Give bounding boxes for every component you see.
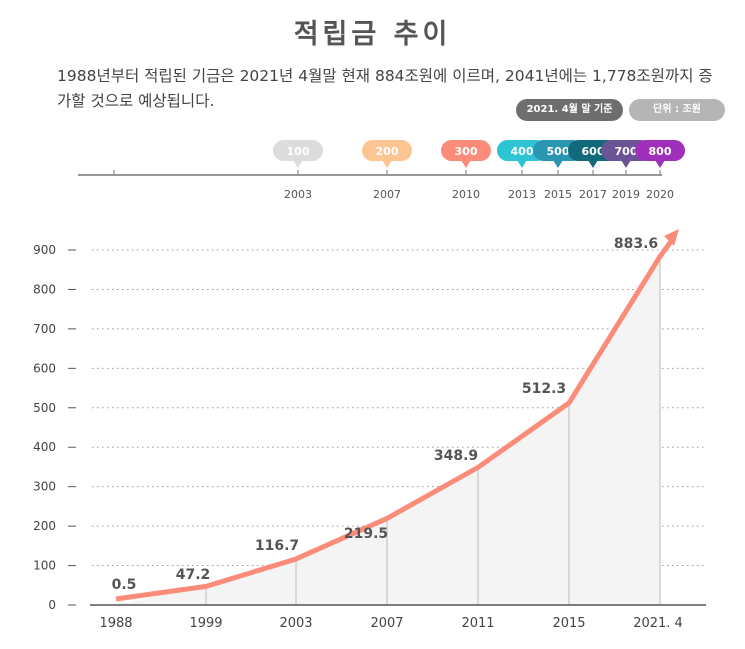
timeline-year: 2003 xyxy=(284,188,312,201)
timeline-year: 2013 xyxy=(508,188,536,201)
x-tick-label: 2021. 4 xyxy=(633,616,683,631)
milestone-marker: 300 xyxy=(441,140,491,168)
data-label: 116.7 xyxy=(255,538,299,554)
basis-badge: 2021. 4월 말 기준 xyxy=(516,99,623,121)
arrow-head xyxy=(664,229,679,246)
y-tick-label: 900 xyxy=(33,243,56,257)
milestone-value: 500 xyxy=(547,145,570,158)
milestone-value: 300 xyxy=(455,145,478,158)
milestone-pointer xyxy=(621,160,631,168)
data-label: 47.2 xyxy=(176,567,211,583)
milestone-pointer xyxy=(588,160,598,168)
milestone-value: 400 xyxy=(511,145,534,158)
y-tick-label: 600 xyxy=(33,361,56,375)
milestone-value: 600 xyxy=(582,145,605,158)
y-tick-label: 0 xyxy=(48,598,56,612)
milestone-pointer xyxy=(655,160,665,168)
x-tick-label: 2011 xyxy=(461,616,494,631)
milestone-bubble xyxy=(441,140,491,161)
x-tick-label: 1988 xyxy=(99,616,132,631)
data-label: 512.3 xyxy=(522,381,566,397)
area-fill xyxy=(116,256,660,605)
timeline-year: 2007 xyxy=(373,188,401,201)
milestone-value: 800 xyxy=(649,145,672,158)
y-tick-label: 400 xyxy=(33,440,56,454)
x-tick-label: 2015 xyxy=(552,616,585,631)
timeline-year: 2010 xyxy=(452,188,480,201)
data-label: 883.6 xyxy=(614,236,658,252)
milestone-pointer xyxy=(517,160,527,168)
milestone-timeline: 2003 100 2007 200 2010 300 2013 400 2015 500 2017 6… xyxy=(78,140,685,201)
milestone-marker: 800 xyxy=(635,140,685,168)
milestone-marker: 200 xyxy=(362,140,412,168)
milestone-marker: 100 xyxy=(273,140,323,168)
milestone-pointer xyxy=(382,160,392,168)
milestone-bubble xyxy=(273,140,323,161)
data-label: 0.5 xyxy=(112,577,137,593)
data-label: 348.9 xyxy=(434,448,478,464)
milestone-value: 100 xyxy=(287,145,310,158)
timeline-year: 2015 xyxy=(544,188,572,201)
y-tick-label: 700 xyxy=(33,322,56,336)
y-tick-label: 200 xyxy=(33,519,56,533)
milestone-bubble xyxy=(635,140,685,161)
x-tick-label: 2003 xyxy=(279,616,312,631)
data-label: 219.5 xyxy=(344,526,388,542)
milestone-value: 200 xyxy=(376,145,399,158)
series-line xyxy=(115,238,675,602)
x-tick-label: 2007 xyxy=(370,616,403,631)
milestone-value: 700 xyxy=(615,145,638,158)
milestone-pointer xyxy=(553,160,563,168)
milestone-pointer xyxy=(461,160,471,168)
y-tick-label: 300 xyxy=(33,480,56,494)
y-tick-label: 100 xyxy=(33,559,56,573)
y-tick-label: 500 xyxy=(33,401,56,415)
page-title: 적립금 추이 xyxy=(293,19,452,50)
description: 1988년부터 적립된 기금은 2021년 4월말 현재 884조원에 이르며,… xyxy=(57,67,713,110)
milestone-bubble xyxy=(362,140,412,161)
timeline-year: 2020 xyxy=(646,188,674,201)
timeline-year: 2017 xyxy=(579,188,607,201)
y-tick-label: 800 xyxy=(33,282,56,296)
x-tick-label: 1999 xyxy=(189,616,222,631)
timeline-year: 2019 xyxy=(612,188,640,201)
unit-badge: 단위 : 조원 xyxy=(629,99,725,121)
milestone-pointer xyxy=(293,160,303,168)
